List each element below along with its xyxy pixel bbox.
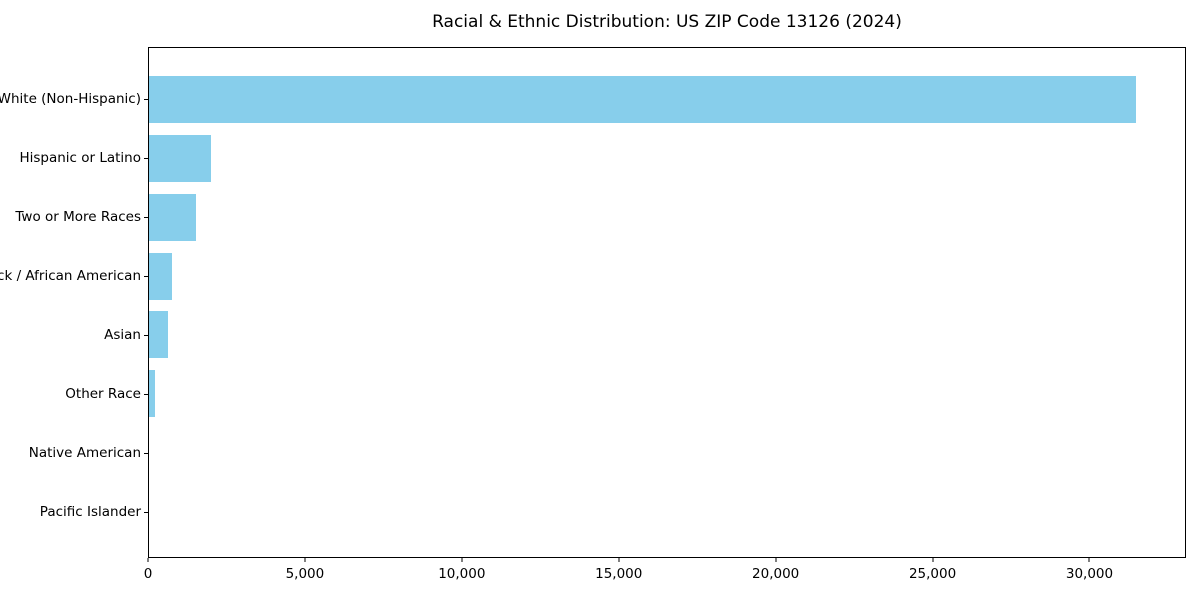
x-tick-label: 15,000 (595, 566, 643, 582)
bar (149, 252, 173, 300)
x-tick-mark (775, 558, 777, 562)
y-tick-mark (144, 158, 148, 160)
category-label: Hispanic or Latino (19, 150, 141, 167)
bar-row: White (Non-Hispanic) (0, 70, 1185, 129)
y-tick-mark (144, 99, 148, 101)
x-tick-label: 20,000 (752, 566, 800, 582)
plot-area: White (Non-Hispanic) Hispanic or Latino Tw… (0, 47, 1186, 558)
x-tick-mark (147, 558, 149, 562)
y-tick-mark (144, 276, 148, 278)
category-label: Black / African American (0, 268, 141, 285)
y-tick-mark (144, 217, 148, 219)
bar-row: Other Race (65, 364, 1185, 423)
category-label: White (Non-Hispanic) (0, 91, 141, 108)
x-tick-label: 0 (143, 566, 153, 582)
chart-title: Racial & Ethnic Distribution: US ZIP Cod… (432, 12, 902, 32)
x-tick-label: 25,000 (908, 566, 957, 582)
category-label: Two or More Races (15, 209, 141, 226)
bar (149, 311, 168, 359)
bar-row: Native American (29, 423, 1185, 482)
bar-row: Pacific Islander (40, 482, 1185, 541)
x-tick-mark (304, 558, 306, 562)
category-label: Other Race (65, 385, 141, 402)
bar (149, 370, 156, 418)
bar-row: Two or More Races (15, 188, 1185, 247)
bar (149, 193, 197, 241)
y-tick-mark (144, 452, 148, 454)
x-tick-label: 30,000 (1065, 566, 1114, 582)
x-tick-mark (618, 558, 620, 562)
bar-row: Black / African American (0, 247, 1185, 306)
bar (149, 75, 1136, 123)
x-tick-label: 5,000 (285, 566, 325, 582)
bar-row: Asian (104, 306, 1185, 365)
x-tick-mark (1088, 558, 1090, 562)
y-tick-mark (144, 393, 148, 395)
x-tick-mark (932, 558, 934, 562)
y-tick-mark (144, 334, 148, 336)
x-tick-label: 10,000 (438, 566, 486, 582)
bar-rows: White (Non-Hispanic) Hispanic or Latino Tw… (0, 48, 1185, 557)
bar-row: Hispanic or Latino (19, 129, 1185, 188)
category-label: Asian (104, 326, 141, 343)
y-tick-mark (144, 511, 148, 513)
x-axis: 0 5,000 10,000 15,000 20,000 25,000 30,000 (144, 558, 1186, 588)
bar (149, 134, 212, 182)
category-label: Native American (28, 444, 141, 461)
x-tick-mark (461, 558, 463, 562)
category-label: Pacific Islander (39, 503, 141, 520)
